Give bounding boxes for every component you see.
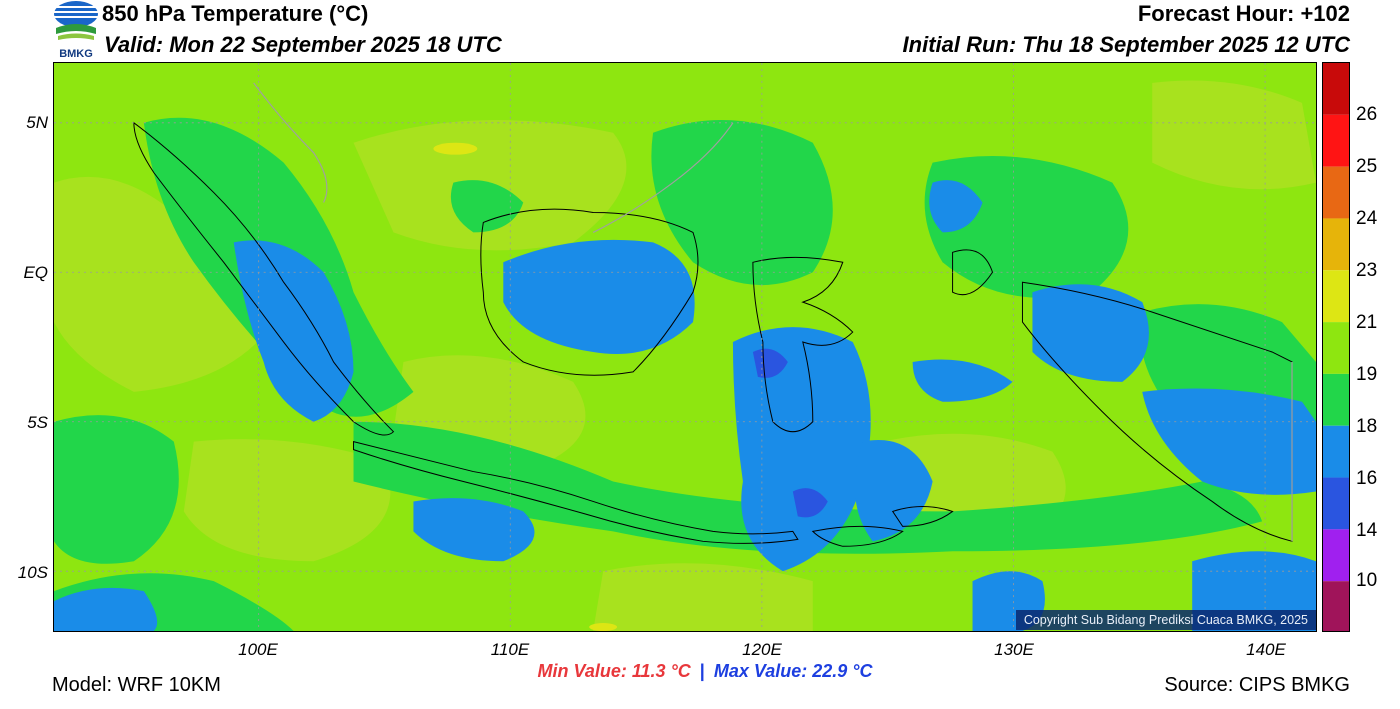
bmkg-logo: BMKG	[54, 1, 98, 60]
lon-tick-110e: 110E	[490, 640, 530, 659]
lat-tick-10s: 10S	[17, 563, 48, 582]
logo-text: BMKG	[59, 48, 93, 60]
lon-tick-130e: 130E	[994, 640, 1034, 659]
copyright-notice: Copyright Sub Bidang Prediksi Cuaca BMKG…	[1015, 610, 1316, 630]
temp-zone-21-23	[433, 142, 618, 631]
source-label: Source: CIPS BMKG	[1164, 674, 1350, 696]
map-gridlines	[54, 63, 1316, 631]
lat-tick-5s: 5S	[27, 413, 48, 432]
lat-tick-eq: EQ	[23, 263, 48, 282]
colorbar-swatch-21-23	[1323, 270, 1349, 323]
colorbar-swatch-16-18	[1323, 425, 1349, 478]
colorbar-label-21: 21	[1356, 312, 1378, 333]
colorbar	[1322, 62, 1350, 632]
colorbar-swatch-18-19	[1323, 373, 1349, 426]
lon-tick-140e: 140E	[1246, 640, 1286, 659]
temperature-map	[53, 62, 1317, 632]
value-separator: |	[699, 661, 705, 681]
coastlines	[133, 121, 1293, 547]
colorbar-swatch-14-16	[1323, 477, 1349, 530]
model-label: Model: WRF 10KM	[52, 674, 221, 696]
initial-run: Initial Run: Thu 18 September 2025 12 UT…	[902, 32, 1350, 57]
colorbar-swatch-24-25	[1323, 166, 1349, 219]
colorbar-swatch-above-26	[1323, 63, 1349, 115]
colorbar-label-19: 19	[1356, 364, 1378, 385]
colorbar-label-10: 10	[1356, 570, 1378, 591]
lat-tick-5n: 5N	[26, 113, 48, 132]
forecast-hour: Forecast Hour: +102	[1137, 1, 1350, 26]
colorbar-label-26: 26	[1356, 104, 1378, 125]
colorbar-label-18: 18	[1356, 416, 1378, 437]
political-borders	[253, 82, 1293, 542]
max-value: Max Value: 22.9 °C	[713, 661, 873, 681]
colorbar-swatch-below-10	[1323, 581, 1349, 631]
colorbar-label-24: 24	[1356, 208, 1378, 229]
colorbar-label-16: 16	[1356, 468, 1378, 489]
colorbar-swatch-25-26	[1323, 114, 1349, 167]
temp-zone-18-19	[54, 117, 1316, 631]
lon-tick-100e: 100E	[238, 640, 278, 659]
colorbar-label-25: 25	[1356, 156, 1378, 177]
colorbar-swatch-23-24	[1323, 218, 1349, 271]
colorbar-label-23: 23	[1356, 260, 1378, 281]
colorbar-label-14: 14	[1356, 520, 1378, 541]
valid-time: Valid: Mon 22 September 2025 18 UTC	[104, 32, 502, 57]
min-value: Min Value: 11.3 °C	[537, 661, 691, 681]
colorbar-swatch-19-21	[1323, 322, 1349, 374]
colorbar-swatch-10-14	[1323, 529, 1349, 582]
lon-tick-120e: 120E	[742, 640, 782, 659]
min-max-values: Min Value: 11.3 °C | Max Value: 22.9 °C	[440, 661, 970, 682]
map-title: 850 hPa Temperature (°C)	[102, 1, 369, 26]
